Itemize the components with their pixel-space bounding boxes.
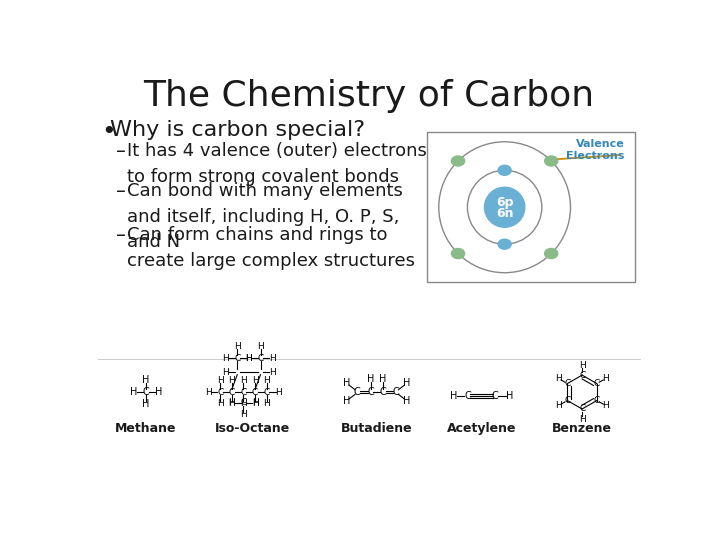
Text: Acetylene: Acetylene	[446, 422, 516, 435]
Text: H: H	[222, 354, 229, 363]
Text: H: H	[343, 378, 351, 388]
Text: H: H	[252, 376, 258, 385]
Text: H: H	[257, 342, 264, 351]
Text: 6n: 6n	[496, 207, 513, 220]
Text: H: H	[602, 374, 609, 383]
Ellipse shape	[451, 248, 464, 259]
Text: H: H	[246, 354, 252, 363]
Text: H: H	[343, 396, 351, 406]
Text: H: H	[130, 387, 137, 397]
Text: C: C	[464, 391, 471, 401]
Text: C: C	[257, 354, 264, 363]
Text: –: –	[117, 226, 126, 246]
Text: H: H	[403, 396, 410, 406]
Text: H: H	[155, 387, 162, 397]
Text: C: C	[217, 388, 223, 396]
Text: Valence
Electrons: Valence Electrons	[567, 139, 625, 161]
Text: H: H	[142, 400, 150, 409]
Text: H: H	[217, 376, 224, 385]
Text: H: H	[602, 401, 609, 410]
Text: It has 4 valence (outer) electrons
to form strong covalent bonds: It has 4 valence (outer) electrons to fo…	[127, 142, 427, 186]
Text: C: C	[594, 396, 600, 405]
Text: C: C	[579, 370, 585, 380]
Text: H: H	[269, 354, 276, 363]
Text: C: C	[367, 387, 374, 397]
Text: C: C	[392, 387, 400, 397]
Text: Iso-Octane: Iso-Octane	[215, 422, 290, 435]
Text: •: •	[101, 120, 116, 144]
Text: C: C	[594, 379, 600, 388]
FancyBboxPatch shape	[427, 132, 635, 282]
Text: H: H	[240, 399, 247, 408]
Text: C: C	[252, 388, 258, 396]
Text: H: H	[579, 415, 585, 423]
Text: C: C	[354, 387, 361, 397]
Text: C: C	[579, 404, 585, 414]
Text: H: H	[269, 368, 276, 376]
Text: Can bond with many elements
and itself, including H, O. P, S,
and N: Can bond with many elements and itself, …	[127, 182, 403, 251]
Text: H: H	[228, 399, 235, 408]
Text: H: H	[555, 374, 562, 383]
Text: H: H	[234, 342, 240, 351]
Text: H: H	[264, 399, 270, 408]
Text: H: H	[555, 401, 562, 410]
Ellipse shape	[451, 156, 464, 166]
Text: –: –	[117, 142, 126, 161]
Text: H: H	[264, 376, 270, 385]
Text: H: H	[252, 399, 258, 408]
Text: H: H	[403, 378, 410, 388]
Text: H: H	[252, 399, 258, 407]
Text: C: C	[143, 387, 149, 397]
Ellipse shape	[544, 248, 558, 259]
Text: Methane: Methane	[115, 422, 176, 435]
Circle shape	[485, 187, 525, 227]
Ellipse shape	[544, 156, 558, 166]
Text: C: C	[240, 399, 246, 407]
Text: C: C	[564, 379, 570, 388]
Text: The Chemistry of Carbon: The Chemistry of Carbon	[143, 79, 595, 113]
Ellipse shape	[498, 239, 511, 249]
Text: H: H	[450, 391, 457, 401]
Ellipse shape	[498, 165, 511, 176]
Text: C: C	[234, 354, 240, 363]
Text: H: H	[505, 391, 513, 401]
Text: H: H	[222, 368, 229, 376]
Text: Can form chains and rings to
create large complex structures: Can form chains and rings to create larg…	[127, 226, 415, 270]
Text: C: C	[264, 388, 270, 396]
Text: C: C	[229, 388, 235, 396]
Text: H: H	[275, 388, 282, 396]
Text: H: H	[240, 376, 247, 385]
Text: H: H	[205, 388, 212, 396]
Text: H: H	[217, 399, 224, 408]
Text: H: H	[579, 361, 585, 369]
Text: H: H	[367, 374, 374, 384]
Text: C: C	[379, 387, 387, 397]
Text: –: –	[117, 182, 126, 201]
Text: 6p: 6p	[496, 196, 513, 209]
Text: H: H	[379, 374, 387, 384]
Text: C: C	[564, 396, 570, 405]
Text: H: H	[228, 376, 235, 385]
Text: Benzene: Benzene	[552, 422, 612, 435]
Text: H: H	[246, 354, 252, 363]
Text: C: C	[240, 388, 246, 396]
Text: Why is carbon special?: Why is carbon special?	[110, 120, 365, 140]
Text: C: C	[492, 391, 499, 401]
Text: Butadiene: Butadiene	[341, 422, 413, 435]
Text: H: H	[240, 410, 247, 419]
Text: H: H	[228, 399, 235, 407]
Text: H: H	[142, 375, 150, 384]
